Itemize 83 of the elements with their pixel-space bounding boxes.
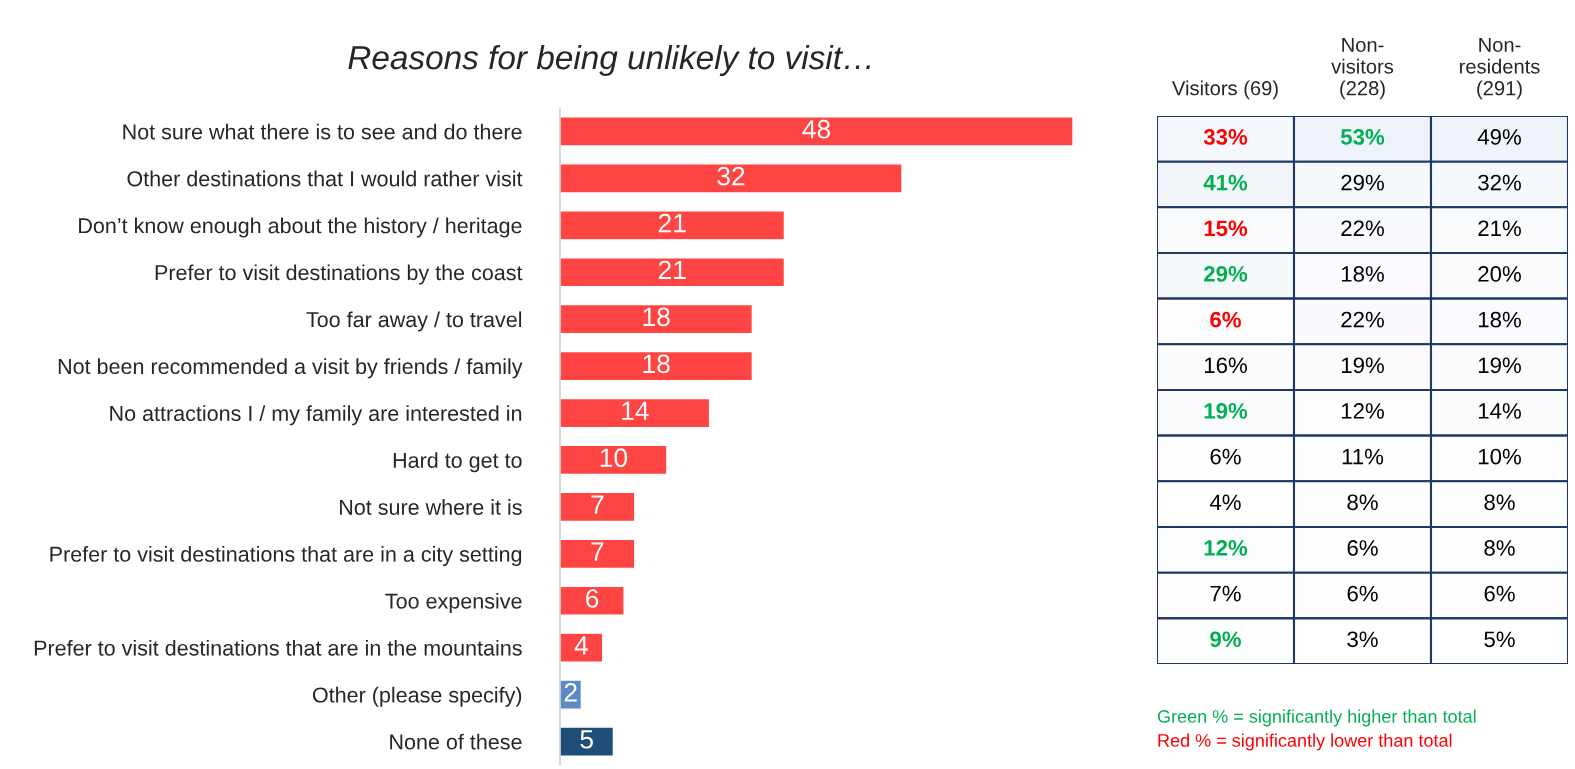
y-tick-label: Not sure what there is to see and do there (123, 123, 522, 140)
bar (560, 397, 711, 429)
bar (560, 491, 636, 523)
data-label: 6% (1484, 585, 1515, 602)
data-label: 7 (591, 542, 604, 561)
y-tick-label: Don’t know enough about the history / heritage (79, 217, 522, 238)
data-label: 6% (1210, 448, 1241, 465)
data-label: 41% (1203, 174, 1248, 191)
bar (560, 585, 625, 616)
y-tick-label: Too expensive (385, 592, 522, 614)
bar (560, 116, 1073, 147)
data-label: 21 (658, 213, 686, 233)
bar (560, 303, 754, 335)
y-tick-label: Other destinations that I would rather visit (127, 170, 523, 187)
data-label: 2 (564, 683, 577, 702)
x-tick-label: Visitors (69) (1172, 80, 1278, 100)
y-tick-label: Not been recommended a visit by friends / family (58, 358, 523, 379)
data-label: 21 (658, 260, 686, 280)
data-label: 29% (1341, 174, 1384, 191)
data-label: 29% (1204, 266, 1248, 282)
data-label: 15% (1204, 220, 1248, 237)
data-label: 5% (1484, 631, 1515, 648)
data-label: 19% (1478, 357, 1521, 374)
chart-title: Reasons for being unlikely to visit… (348, 44, 870, 77)
y-tick-label: Hard to get to (393, 452, 522, 473)
data-label: 14 (622, 401, 649, 420)
data-label: 9% (1210, 631, 1241, 648)
data-label: 33% (1203, 129, 1248, 145)
data-label: 4 (574, 636, 588, 655)
data-label: 18 (643, 307, 670, 327)
data-label: 3% (1347, 631, 1378, 648)
data-label: 22% (1341, 220, 1384, 237)
data-label: 7% (1210, 585, 1241, 602)
data-label: 48 (802, 119, 831, 139)
data-label: 12% (1341, 403, 1384, 419)
y-tick-label: Prefer to visit destinations by the coast (155, 264, 523, 285)
bar (560, 257, 786, 288)
data-label: 22% (1341, 311, 1384, 328)
y-tick-label: No attractions I / my family are interested in (110, 405, 522, 426)
data-label: 21% (1478, 220, 1521, 237)
data-label: 18 (643, 354, 670, 374)
data-label: 18% (1478, 311, 1521, 328)
text: Green % = significantly higher than total (1157, 709, 1476, 727)
x-tick-label: Non- visitors (228) (1331, 37, 1394, 100)
data-label: 8% (1484, 494, 1515, 511)
data-label: 19% (1204, 403, 1248, 419)
bar (560, 538, 636, 570)
data-label: 6 (586, 589, 599, 608)
y-tick-label: Not sure where it is (340, 499, 522, 515)
data-label: 32% (1478, 174, 1521, 191)
data-label: 10 (600, 448, 628, 468)
data-label: 32 (717, 166, 745, 186)
data-label: 10% (1478, 448, 1521, 465)
data-label: 19% (1341, 357, 1384, 374)
bar (560, 444, 668, 476)
data-label: 14% (1478, 403, 1521, 419)
text: Red % = significantly lower than total (1158, 733, 1452, 751)
x-tick-label: Non- residents (291) (1459, 37, 1540, 100)
y-tick-label: Too far away / to travel (306, 311, 522, 332)
bar (560, 632, 604, 663)
bar (560, 350, 754, 382)
data-label: 11% (1342, 448, 1384, 465)
bar (560, 163, 903, 194)
data-label: 4% (1209, 494, 1241, 511)
y-tick-label: None of these (390, 733, 522, 750)
data-label: 8% (1347, 494, 1378, 511)
y-tick-label: Prefer to visit destinations that are in a city setting (50, 546, 522, 567)
bar (560, 210, 786, 241)
y-tick-label: Prefer to visit destinations that are in the mountains (34, 639, 522, 656)
data-label: 53% (1340, 129, 1385, 145)
data-label: 6% (1210, 311, 1241, 328)
data-label: 8% (1484, 540, 1515, 556)
data-label: 6% (1347, 540, 1378, 556)
data-label: 12% (1204, 540, 1248, 556)
bar (560, 726, 615, 757)
data-label: 6% (1347, 585, 1378, 602)
data-label: 7 (591, 495, 604, 514)
data-label: 5 (580, 730, 593, 749)
data-label: 20% (1478, 266, 1521, 282)
data-label: 16% (1204, 357, 1247, 374)
y-tick-label: Other (please specify) (312, 686, 522, 707)
data-label: 18% (1341, 266, 1384, 282)
data-label: 49% (1477, 129, 1521, 145)
